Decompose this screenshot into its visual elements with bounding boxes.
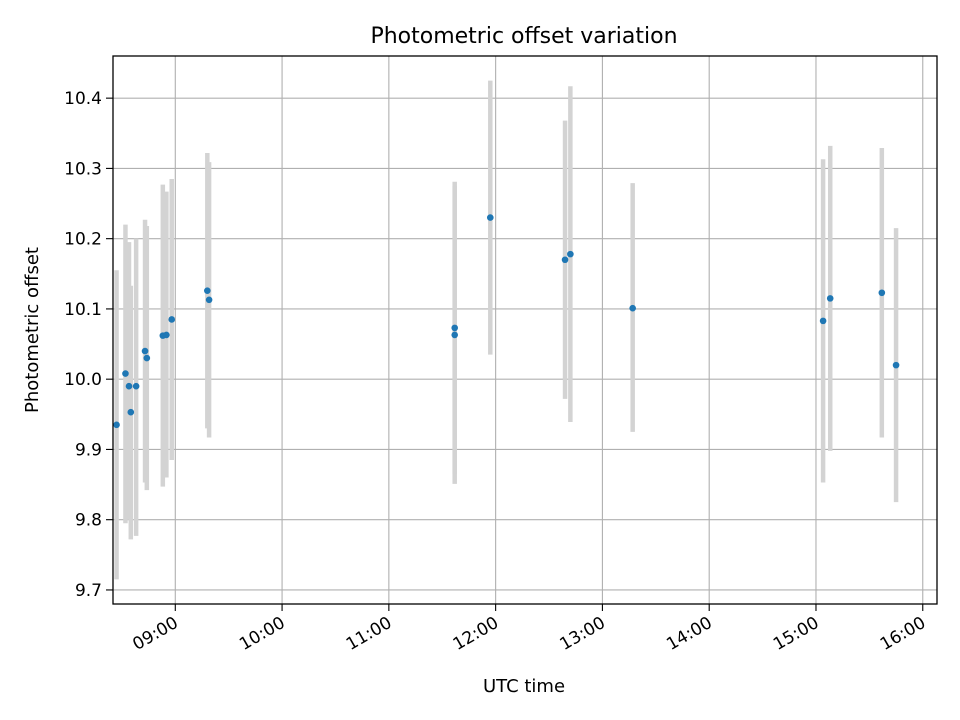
y-tick-label: 9.9: [75, 440, 102, 460]
y-tick-label: 10.1: [64, 300, 102, 320]
y-tick-label: 10.3: [64, 159, 102, 179]
x-axis-label: UTC time: [483, 676, 565, 697]
data-point: [561, 256, 569, 264]
data-point: [826, 295, 834, 302]
y-tick-label: 9.8: [75, 511, 102, 531]
data-point: [132, 382, 140, 390]
data-point: [892, 361, 900, 369]
data-point: [163, 331, 170, 339]
data-point: [629, 304, 636, 312]
data-point: [113, 421, 120, 429]
data-point: [878, 289, 886, 297]
data-point: [819, 317, 827, 325]
data-point: [451, 324, 459, 332]
grid: [113, 56, 937, 604]
data-point: [451, 331, 459, 339]
data-point: [168, 316, 176, 323]
y-tick-label: 10.2: [64, 230, 102, 250]
data-point: [205, 296, 213, 304]
data-point: [141, 347, 149, 355]
y-tick-label: 9.7: [75, 581, 102, 601]
data-markers: [113, 214, 900, 429]
data-point: [204, 287, 211, 294]
y-tick-label: 10.4: [64, 89, 102, 109]
y-axis-label: Photometric offset: [22, 247, 43, 413]
plot-frame: [112, 55, 938, 605]
chart-title: Photometric offset variation: [370, 24, 677, 49]
data-point: [567, 250, 574, 258]
data-point: [122, 370, 129, 377]
data-point: [127, 408, 135, 416]
y-tick-label: 10.0: [64, 370, 102, 390]
data-point: [486, 214, 494, 221]
y-axis-ticks: 9.7 9.8 9.9 10.0 10.1 10.2 10.3 10.4: [64, 89, 113, 601]
data-point: [143, 354, 151, 362]
data-point: [125, 382, 133, 390]
